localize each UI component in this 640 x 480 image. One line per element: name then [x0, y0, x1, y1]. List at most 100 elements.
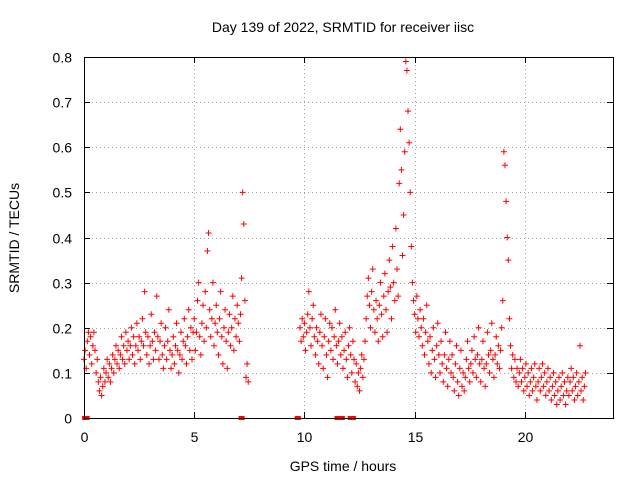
data-point: [514, 365, 521, 372]
data-point: [152, 347, 159, 354]
data-point: [107, 378, 114, 385]
data-point: [455, 392, 462, 399]
data-point: [403, 67, 410, 74]
data-point: [345, 342, 352, 349]
data-point: [95, 378, 102, 385]
data-point: [349, 338, 356, 345]
y-tick-label: 0.2: [53, 321, 73, 337]
data-point: [519, 365, 526, 372]
data-point: [229, 293, 236, 300]
data-point: [388, 315, 395, 322]
data-point: [413, 293, 420, 300]
data-point: [218, 333, 225, 340]
data-point: [441, 351, 448, 358]
data-point: [297, 324, 304, 331]
data-point: [227, 342, 234, 349]
data-point: [497, 347, 504, 354]
data-point: [211, 342, 218, 349]
data-point: [390, 279, 397, 286]
data-point: [90, 329, 97, 336]
data-point: [570, 374, 577, 381]
data-point: [378, 311, 385, 318]
data-point: [129, 351, 136, 358]
data-point: [108, 365, 115, 372]
data-point: [131, 360, 138, 367]
data-point: [543, 378, 550, 385]
data-point: [320, 365, 327, 372]
data-point: [327, 347, 334, 354]
data-point: [347, 351, 354, 358]
data-point: [483, 360, 490, 367]
data-point: [499, 297, 506, 304]
data-point: [328, 324, 335, 331]
data-point: [234, 302, 241, 309]
data-point: [170, 333, 177, 340]
data-point: [359, 374, 366, 381]
data-point: [375, 338, 382, 345]
data-point: [541, 369, 548, 376]
data-point: [322, 315, 329, 322]
data-point: [496, 365, 503, 372]
data-points: [81, 58, 589, 420]
data-point: [494, 360, 501, 367]
data-point: [581, 383, 588, 390]
data-point: [580, 396, 587, 403]
data-point: [241, 297, 248, 304]
data-point: [196, 333, 203, 340]
data-point: [385, 288, 392, 295]
data-point: [552, 378, 559, 385]
data-point: [209, 279, 216, 286]
data-point: [154, 333, 161, 340]
data-point: [214, 329, 221, 336]
data-point: [222, 306, 229, 313]
data-point: [298, 338, 305, 345]
data-point: [239, 189, 246, 196]
data-point: [93, 369, 100, 376]
data-point: [373, 297, 380, 304]
data-point: [414, 315, 421, 322]
data-point: [582, 369, 589, 376]
data-point: [133, 320, 140, 327]
data-point: [223, 338, 230, 345]
x-tick-label: 15: [408, 429, 424, 445]
data-point: [321, 333, 328, 340]
data-point: [544, 365, 551, 372]
data-point: [400, 211, 407, 218]
data-point: [343, 356, 350, 363]
data-point: [527, 378, 534, 385]
data-point: [180, 338, 187, 345]
data-point: [430, 324, 437, 331]
data-point: [569, 387, 576, 394]
data-point: [575, 378, 582, 385]
data-point: [140, 342, 147, 349]
data-point: [84, 338, 91, 345]
data-point: [510, 374, 517, 381]
data-point: [300, 333, 307, 340]
data-point: [174, 347, 181, 354]
data-point: [486, 369, 493, 376]
data-point: [94, 356, 101, 363]
data-point: [344, 374, 351, 381]
data-point: [206, 306, 213, 313]
data-point: [138, 338, 145, 345]
data-point: [456, 365, 463, 372]
y-tick-label: 0.7: [53, 95, 73, 111]
data-point: [542, 392, 549, 399]
data-point: [506, 315, 513, 322]
data-point: [351, 356, 358, 363]
data-point: [121, 360, 128, 367]
data-point: [387, 284, 394, 291]
data-point: [191, 315, 198, 322]
data-point: [171, 360, 178, 367]
data-point: [314, 338, 321, 345]
data-point: [474, 351, 481, 358]
data-point: [563, 387, 570, 394]
data-point: [432, 374, 439, 381]
data-point: [88, 360, 95, 367]
data-point: [459, 383, 466, 390]
data-point: [179, 356, 186, 363]
data-point: [477, 378, 484, 385]
data-point: [423, 302, 430, 309]
data-point: [119, 356, 126, 363]
data-point: [338, 333, 345, 340]
